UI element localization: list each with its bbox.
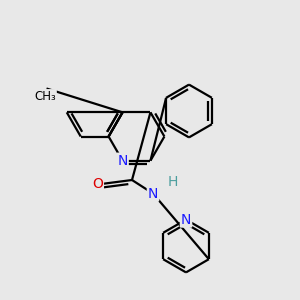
Text: N: N [148,187,158,200]
Text: N: N [117,154,128,168]
Text: N: N [181,213,191,226]
Text: CH₃: CH₃ [34,90,56,103]
Text: H: H [167,175,178,188]
Text: O: O [92,178,103,191]
